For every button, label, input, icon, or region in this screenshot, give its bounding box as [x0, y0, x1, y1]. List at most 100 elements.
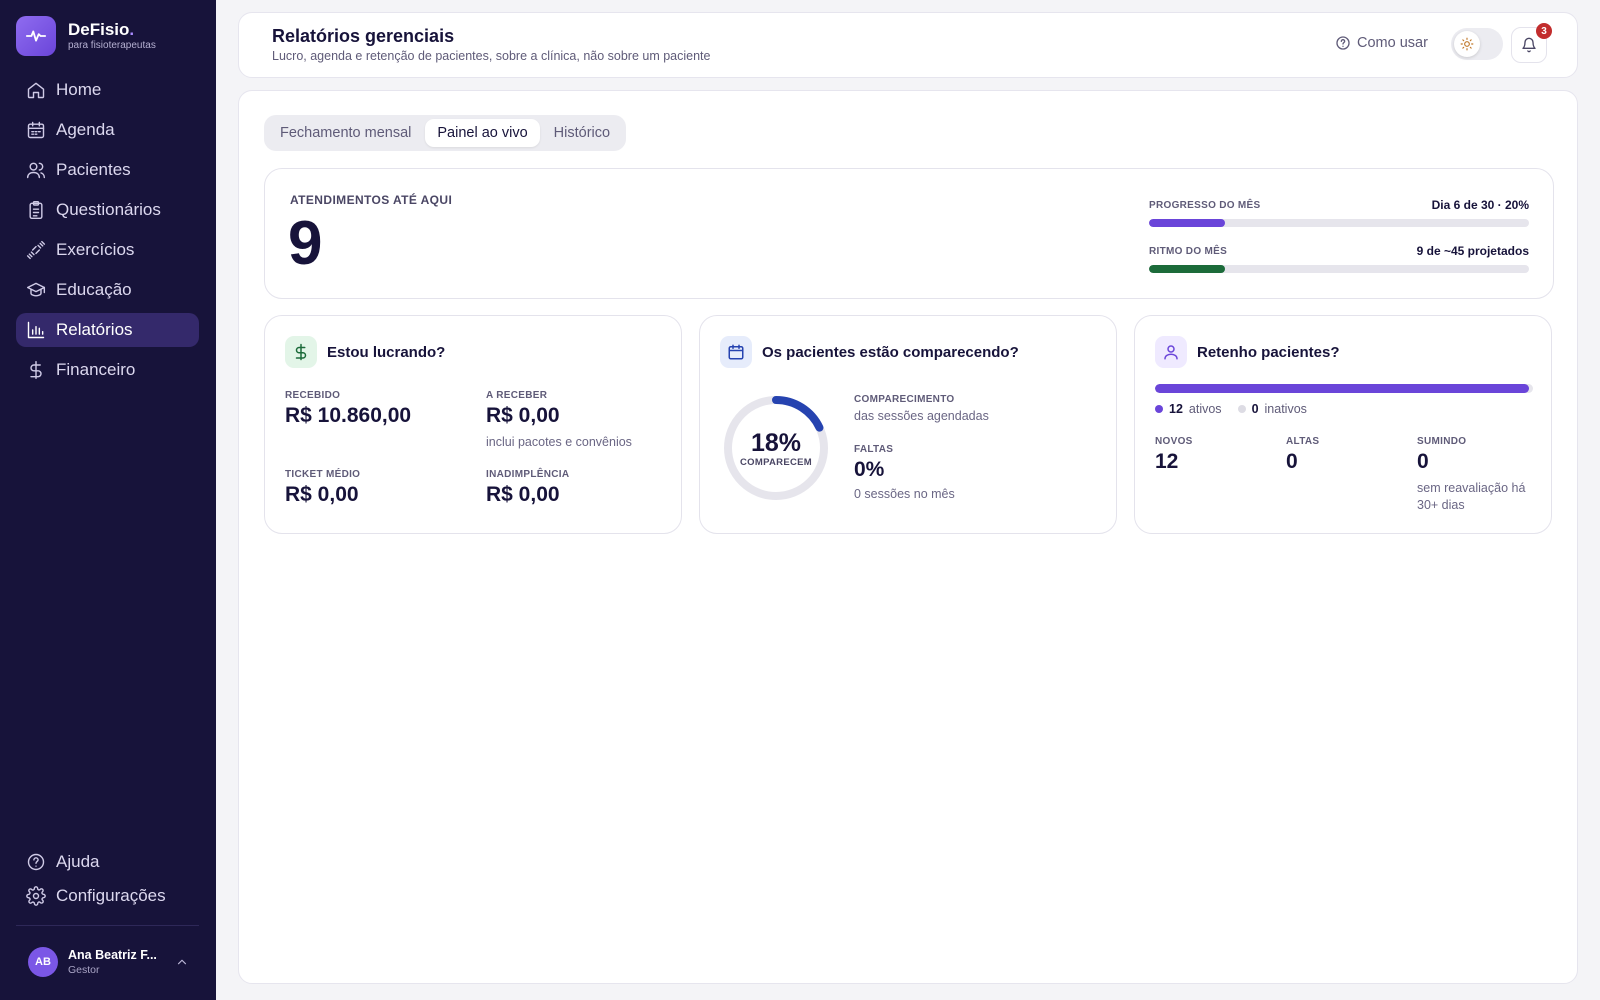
- home-icon: [27, 82, 45, 99]
- donut-arc: [724, 396, 828, 500]
- avatar: AB: [28, 947, 58, 977]
- tab-painel-ao-vivo[interactable]: Painel ao vivo: [425, 119, 540, 147]
- sidebar-item-configuracoes[interactable]: Configurações: [16, 879, 199, 913]
- default-value: R$ 0,00: [486, 483, 560, 506]
- sidebar-item-financeiro[interactable]: Financeiro: [16, 353, 199, 387]
- help-circle-icon: [27, 853, 45, 871]
- missing-label: SUMINDO: [1417, 436, 1467, 447]
- sidebar-item-label: Agenda: [56, 120, 115, 139]
- sidebar-item-label: Ajuda: [56, 852, 100, 871]
- month-pace: RITMO DO MÊS 9 de ~45 projetados: [1149, 243, 1529, 273]
- graduation-cap-icon: [26, 282, 46, 297]
- sidebar-item-relatorios[interactable]: Relatórios: [16, 313, 199, 347]
- attendance-label: COMPARECIMENTO: [854, 394, 955, 405]
- attendances-value: 9: [288, 209, 323, 278]
- main-panel: Fechamento mensal Painel ao vivo Históri…: [238, 90, 1578, 984]
- sidebar-item-label: Pacientes: [56, 160, 131, 179]
- sidebar-item-educacao[interactable]: Educação: [16, 273, 199, 307]
- user-menu[interactable]: AB Ana Beatriz F... Gestor: [16, 942, 199, 982]
- clipboard-icon: [29, 200, 43, 220]
- theme-toggle[interactable]: [1451, 28, 1503, 60]
- month-progress-track: [1149, 219, 1529, 227]
- attendance-stat: COMPARECIMENTO das sessões agendadas: [854, 394, 989, 425]
- sidebar-item-pacientes[interactable]: Pacientes: [16, 153, 199, 187]
- discharges-stat: ALTAS 0: [1286, 436, 1319, 474]
- tab-historico[interactable]: Histórico: [553, 125, 611, 141]
- users-icon: [26, 162, 46, 179]
- sidebar-item-label: Questionários: [56, 200, 161, 219]
- brand-name: DeFisio.: [68, 20, 135, 39]
- attendances-label: ATENDIMENTOS ATÉ AQUI: [290, 193, 453, 207]
- bell-icon: [1522, 37, 1536, 53]
- sidebar-item-label: Configurações: [56, 886, 166, 905]
- chevron-up-icon: [177, 959, 187, 965]
- missing-stat: SUMINDO 0 sem reavaliação há 30+ dias: [1417, 436, 1542, 514]
- donut-chart: [724, 396, 828, 500]
- sidebar-item-home[interactable]: Home: [16, 73, 199, 107]
- retention-legend: 12 ativos 0 inativos: [1155, 402, 1307, 416]
- page-header: Relatórios gerenciais Lucro, agenda e re…: [238, 12, 1578, 78]
- month-pace-label: RITMO DO MÊS: [1149, 245, 1228, 257]
- brand-tagline: para fisioterapeutas: [68, 40, 156, 51]
- inactive-label: inativos: [1264, 402, 1307, 416]
- retention-bar-fill: [1155, 384, 1530, 393]
- how-to-use-label: Como usar: [1357, 35, 1428, 51]
- discharges-value: 0: [1286, 450, 1298, 473]
- bar-chart-icon: [27, 321, 45, 339]
- sidebar-item-label: Exercícios: [56, 240, 135, 259]
- report-tabs: Fechamento mensal Painel ao vivo Históri…: [264, 115, 627, 151]
- received-label: RECEBIDO: [285, 390, 341, 401]
- calendar-icon: [720, 336, 752, 368]
- retention-card: Retenho pacientes? 12 ativos 0 inativos …: [1134, 315, 1552, 534]
- receivable-note: inclui pacotes e convênios: [486, 435, 632, 449]
- sidebar-divider: [16, 925, 199, 926]
- receivable-stat: A RECEBER R$ 0,00 inclui pacotes e convê…: [486, 390, 632, 451]
- tab-fechamento-mensal[interactable]: Fechamento mensal: [280, 125, 412, 141]
- new-label: NOVOS: [1155, 436, 1193, 447]
- sidebar: DeFisio. para fisioterapeutas Home Agend…: [0, 0, 216, 1000]
- retention-card-title: Retenho pacientes?: [1197, 344, 1340, 361]
- sidebar-item-ajuda[interactable]: Ajuda: [16, 845, 199, 879]
- pulse-logo-icon: [16, 16, 56, 56]
- dumbbell-icon: [26, 240, 46, 260]
- sidebar-item-exercicios[interactable]: Exercícios: [16, 233, 199, 267]
- sidebar-nav: Home Agenda Pacientes Questionários Exer…: [16, 73, 199, 393]
- attendance-card: Os pacientes estão comparecendo? 18% COM…: [699, 315, 1117, 534]
- attendance-note: das sessões agendadas: [854, 409, 989, 423]
- absences-note: 0 sessões no mês: [854, 487, 955, 501]
- user-icon: [1155, 336, 1187, 368]
- notifications-button[interactable]: 3: [1511, 23, 1552, 63]
- default-label: INADIMPLÊNCIA: [486, 469, 570, 480]
- sidebar-item-agenda[interactable]: Agenda: [16, 113, 199, 147]
- receivable-label: A RECEBER: [486, 390, 548, 401]
- month-progress-label: PROGRESSO DO MÊS: [1149, 199, 1261, 211]
- sidebar-item-label: Relatórios: [56, 320, 133, 339]
- sidebar-item-label: Financeiro: [56, 360, 136, 379]
- donut-caption: COMPARECEM: [740, 456, 812, 468]
- absences-stat: FALTAS 0% 0 sessões no mês: [854, 444, 955, 503]
- received-value: R$ 10.860,00: [285, 404, 412, 427]
- notification-badge: 3: [1536, 23, 1552, 39]
- inactive-count: 0: [1251, 402, 1259, 416]
- help-circle-icon: [1336, 36, 1350, 50]
- page-subtitle: Lucro, agenda e retenção de pacientes, s…: [272, 49, 711, 63]
- month-progress-fill: [1149, 219, 1225, 227]
- sidebar-item-questionarios[interactable]: Questionários: [16, 193, 199, 227]
- month-pace-track: [1149, 265, 1529, 273]
- attendance-donut: 18% COMPARECEM: [722, 394, 830, 502]
- retention-bar: [1155, 384, 1533, 393]
- brand[interactable]: DeFisio. para fisioterapeutas: [16, 16, 156, 56]
- sidebar-item-label: Educação: [56, 280, 132, 299]
- active-label: ativos: [1188, 402, 1222, 416]
- attendance-card-title: Os pacientes estão comparecendo?: [762, 344, 1019, 361]
- default-stat: INADIMPLÊNCIA R$ 0,00: [486, 469, 569, 507]
- discharges-label: ALTAS: [1286, 436, 1320, 447]
- month-progress-value: Dia 6 de 30 · 20%: [1431, 198, 1529, 212]
- profit-card: Estou lucrando? RECEBIDO R$ 10.860,00 A …: [264, 315, 682, 534]
- how-to-use-button[interactable]: Como usar: [1335, 35, 1428, 51]
- absences-label: FALTAS: [854, 444, 894, 455]
- missing-value: 0: [1417, 450, 1429, 473]
- legend-active: 12 ativos: [1155, 402, 1222, 416]
- ticket-value: R$ 0,00: [285, 483, 359, 506]
- new-stat: NOVOS 12: [1155, 436, 1193, 474]
